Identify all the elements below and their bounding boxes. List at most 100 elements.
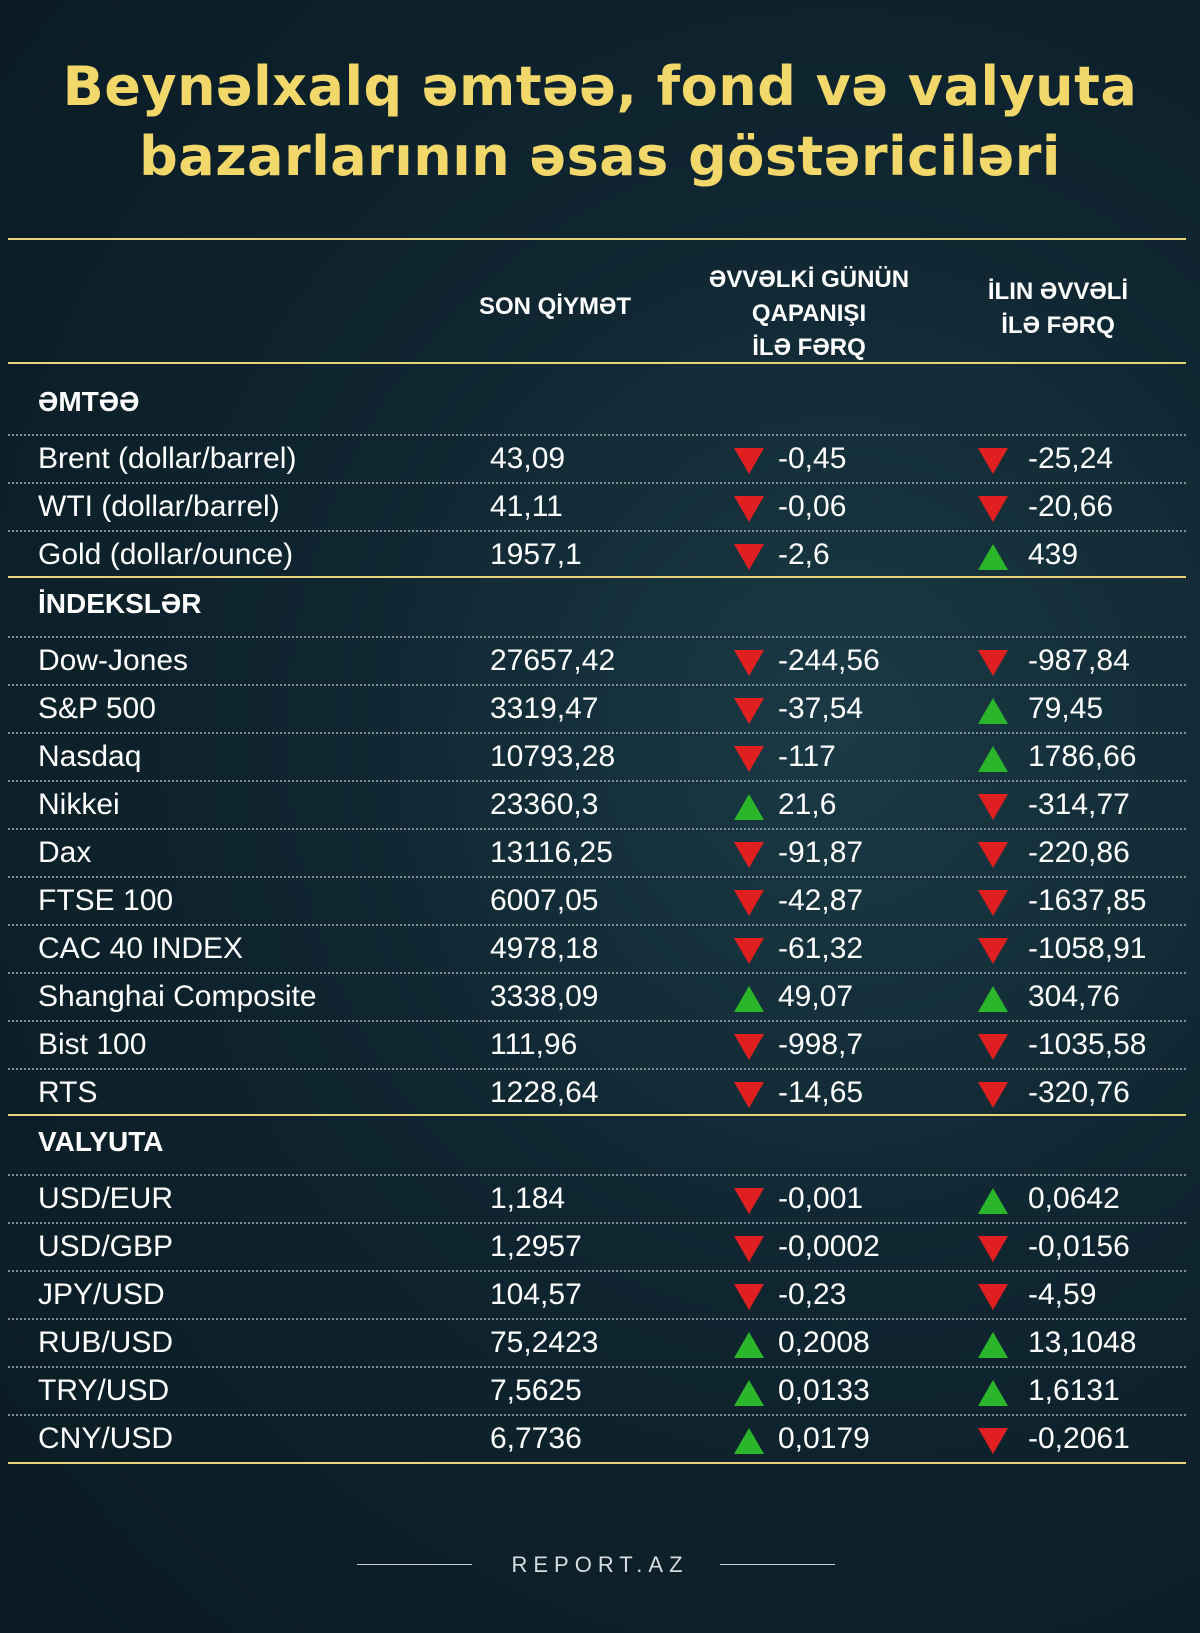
year-change: -0,0156 [1028,1230,1130,1263]
arrow-up-icon [734,1428,764,1454]
arrow-down-icon [734,938,764,964]
day-change: -14,65 [778,1076,864,1109]
arrow-up-icon [734,794,764,820]
row-divider [8,1174,1186,1176]
instrument-name: JPY/USD [38,1278,165,1311]
year-change: -987,84 [1028,644,1130,677]
year-change: 439 [1028,538,1079,571]
arrow-down-icon [734,1188,764,1214]
table-row: JPY/USD 104,57 -0,23 -4,59 [8,1270,1186,1318]
arrow-up-icon [978,1380,1008,1406]
row-divider [8,732,1186,734]
arrow-down-icon [978,890,1008,916]
year-change: 1,6131 [1028,1374,1120,1407]
arrow-down-icon [978,794,1008,820]
instrument-name: Brent (dollar/barrel) [38,442,297,475]
table-row: Nasdaq 10793,28 -117 1786,66 [8,732,1186,780]
table-bottom-rule [8,1462,1186,1464]
footer: REPORT.AZ [0,1550,1200,1580]
row-divider [8,636,1186,638]
table-row: WTI (dollar/barrel) 41,11 -0,06 -20,66 [8,482,1186,530]
year-change: -314,77 [1028,788,1130,821]
last-price: 10793,28 [490,740,616,773]
instrument-name: TRY/USD [38,1374,170,1407]
arrow-up-icon [734,1380,764,1406]
instrument-name: Dax [38,836,92,869]
year-change: 79,45 [1028,692,1104,725]
footer-brand: REPORT.AZ [511,1552,689,1577]
last-price: 1957,1 [490,538,582,571]
table-header: SON QİYMƏT ƏVVƏLKİ GÜNÜN QAPANIŞI İLƏ FƏ… [8,238,1186,376]
last-price: 104,57 [490,1278,582,1311]
table-top-rule [8,238,1186,240]
arrow-down-icon [734,1034,764,1060]
year-change: -0,2061 [1028,1422,1130,1455]
arrow-down-icon [978,938,1008,964]
table-row: CNY/USD 6,7736 0,0179 -0,2061 [8,1414,1186,1462]
day-change: -0,0002 [778,1230,880,1263]
year-change: 0,0642 [1028,1182,1120,1215]
table-row: USD/GBP 1,2957 -0,0002 -0,0156 [8,1222,1186,1270]
arrow-down-icon [734,448,764,474]
table-row: CAC 40 INDEX 4978,18 -61,32 -1058,91 [8,924,1186,972]
year-change: -1637,85 [1028,884,1147,917]
year-change: 1786,66 [1028,740,1137,773]
arrow-down-icon [978,496,1008,522]
row-divider [8,482,1186,484]
row-divider [8,924,1186,926]
day-change: 21,6 [778,788,837,821]
column-header-day-line-2: QAPANIŞI [751,300,867,327]
row-divider [8,972,1186,974]
section-title: ƏMTƏƏ [38,386,140,417]
arrow-down-icon [734,746,764,772]
arrow-up-icon [978,698,1008,724]
last-price: 1,2957 [490,1230,582,1263]
last-price: 3319,47 [490,692,599,725]
table-row: Dax 13116,25 -91,87 -220,86 [8,828,1186,876]
arrow-up-icon [978,746,1008,772]
year-change: -320,76 [1028,1076,1130,1109]
day-change: -91,87 [778,836,864,869]
table-row: RTS 1228,64 -14,65 -320,76 [8,1068,1186,1116]
row-divider [8,684,1186,686]
row-divider [8,1414,1186,1416]
section-title: İNDEKSLƏR [38,588,202,619]
day-change: -117 [778,740,836,773]
day-change: 0,0179 [778,1422,870,1455]
footer-line-left [357,1564,472,1565]
row-divider [8,434,1186,436]
year-change: 304,76 [1028,980,1120,1013]
year-change: -1058,91 [1028,932,1147,965]
arrow-down-icon [978,842,1008,868]
arrow-up-icon [978,1332,1008,1358]
section-title: VALYUTA [38,1126,164,1157]
instrument-name: S&P 500 [38,692,156,725]
day-change: -2,6 [778,538,830,571]
last-price: 23360,3 [490,788,599,821]
day-change: -61,32 [778,932,864,965]
table-row: Brent (dollar/barrel) 43,09 -0,45 -25,24 [8,434,1186,482]
day-change: -42,87 [778,884,864,917]
arrow-down-icon [734,698,764,724]
title-line-2: bazarlarının əsas göstəriciləri [139,125,1061,188]
arrow-down-icon [734,650,764,676]
arrow-up-icon [978,1188,1008,1214]
day-change: -0,45 [778,442,847,475]
day-change: -37,54 [778,692,864,725]
arrow-down-icon [734,890,764,916]
table-row: Shanghai Composite 3338,09 49,07 304,76 [8,972,1186,1020]
instrument-name: Dow-Jones [38,644,189,677]
column-header-day-line-1: ƏVVƏLKİ GÜNÜN [708,266,910,293]
row-divider [8,1020,1186,1022]
table-row: TRY/USD 7,5625 0,0133 1,6131 [8,1366,1186,1414]
last-price: 6,7736 [490,1422,582,1455]
year-change: -20,66 [1028,490,1114,523]
instrument-name: RUB/USD [38,1326,174,1359]
row-divider [8,1068,1186,1070]
row-divider [8,1366,1186,1368]
last-price: 27657,42 [490,644,616,677]
day-change: -0,001 [778,1182,864,1215]
table-row: FTSE 100 6007,05 -42,87 -1637,85 [8,876,1186,924]
arrow-down-icon [978,448,1008,474]
column-header-year-line-1: İLIN ƏVVƏLİ [987,278,1129,305]
